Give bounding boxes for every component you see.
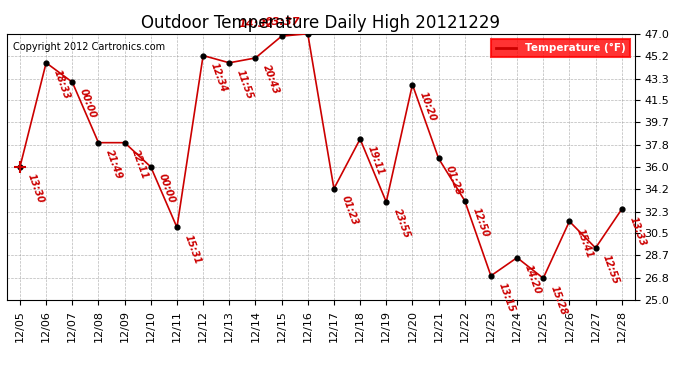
Text: 18:33: 18:33 [52, 68, 72, 101]
Text: 12:55: 12:55 [601, 254, 621, 286]
Text: 12:50: 12:50 [471, 206, 491, 239]
Point [197, 53, 208, 58]
Text: 20:43: 20:43 [261, 63, 281, 96]
Point [616, 206, 627, 212]
Text: 10:20: 10:20 [418, 90, 438, 123]
Text: 13:15: 13:15 [497, 281, 516, 314]
Text: 21:49: 21:49 [104, 148, 124, 181]
Point [146, 164, 157, 170]
Text: 13:30: 13:30 [26, 172, 46, 205]
Title: Outdoor Temperature Daily High 20121229: Outdoor Temperature Daily High 20121229 [141, 14, 500, 32]
Point [14, 164, 26, 170]
Point [41, 60, 52, 66]
Point [171, 224, 182, 230]
Point [460, 198, 471, 204]
Text: 13:33: 13:33 [627, 215, 647, 247]
Point [433, 155, 444, 161]
Point [328, 186, 339, 192]
Text: 14:32: 14:32 [239, 19, 275, 29]
Legend: Temperature (°F): Temperature (°F) [491, 39, 629, 57]
Text: 14:20: 14:20 [522, 263, 542, 296]
Text: 11:55: 11:55 [235, 68, 255, 101]
Point [93, 140, 104, 146]
Text: Copyright 2012 Cartronics.com: Copyright 2012 Cartronics.com [13, 42, 166, 52]
Point [119, 140, 130, 146]
Point [276, 33, 287, 39]
Point [381, 199, 392, 205]
Text: 23:55: 23:55 [392, 207, 412, 240]
Point [355, 136, 366, 142]
Point [590, 245, 601, 251]
Text: 00:00: 00:00 [78, 88, 98, 120]
Point [250, 55, 261, 61]
Text: 01:23: 01:23 [339, 194, 359, 226]
Text: 22:11: 22:11 [130, 148, 150, 181]
Point [485, 273, 496, 279]
Point [564, 218, 575, 224]
Point [67, 79, 78, 85]
Point [511, 255, 522, 261]
Point [538, 275, 549, 281]
Text: 03:37: 03:37 [265, 17, 301, 27]
Text: 15:41: 15:41 [575, 227, 595, 260]
Text: 12:34: 12:34 [208, 61, 228, 93]
Point [407, 82, 418, 88]
Point [302, 31, 313, 37]
Text: 00:00: 00:00 [157, 172, 177, 205]
Text: 19:11: 19:11 [366, 145, 386, 177]
Point [224, 60, 235, 66]
Text: 01:28: 01:28 [444, 164, 464, 196]
Text: 15:28: 15:28 [549, 284, 569, 316]
Text: 15:31: 15:31 [183, 233, 202, 266]
